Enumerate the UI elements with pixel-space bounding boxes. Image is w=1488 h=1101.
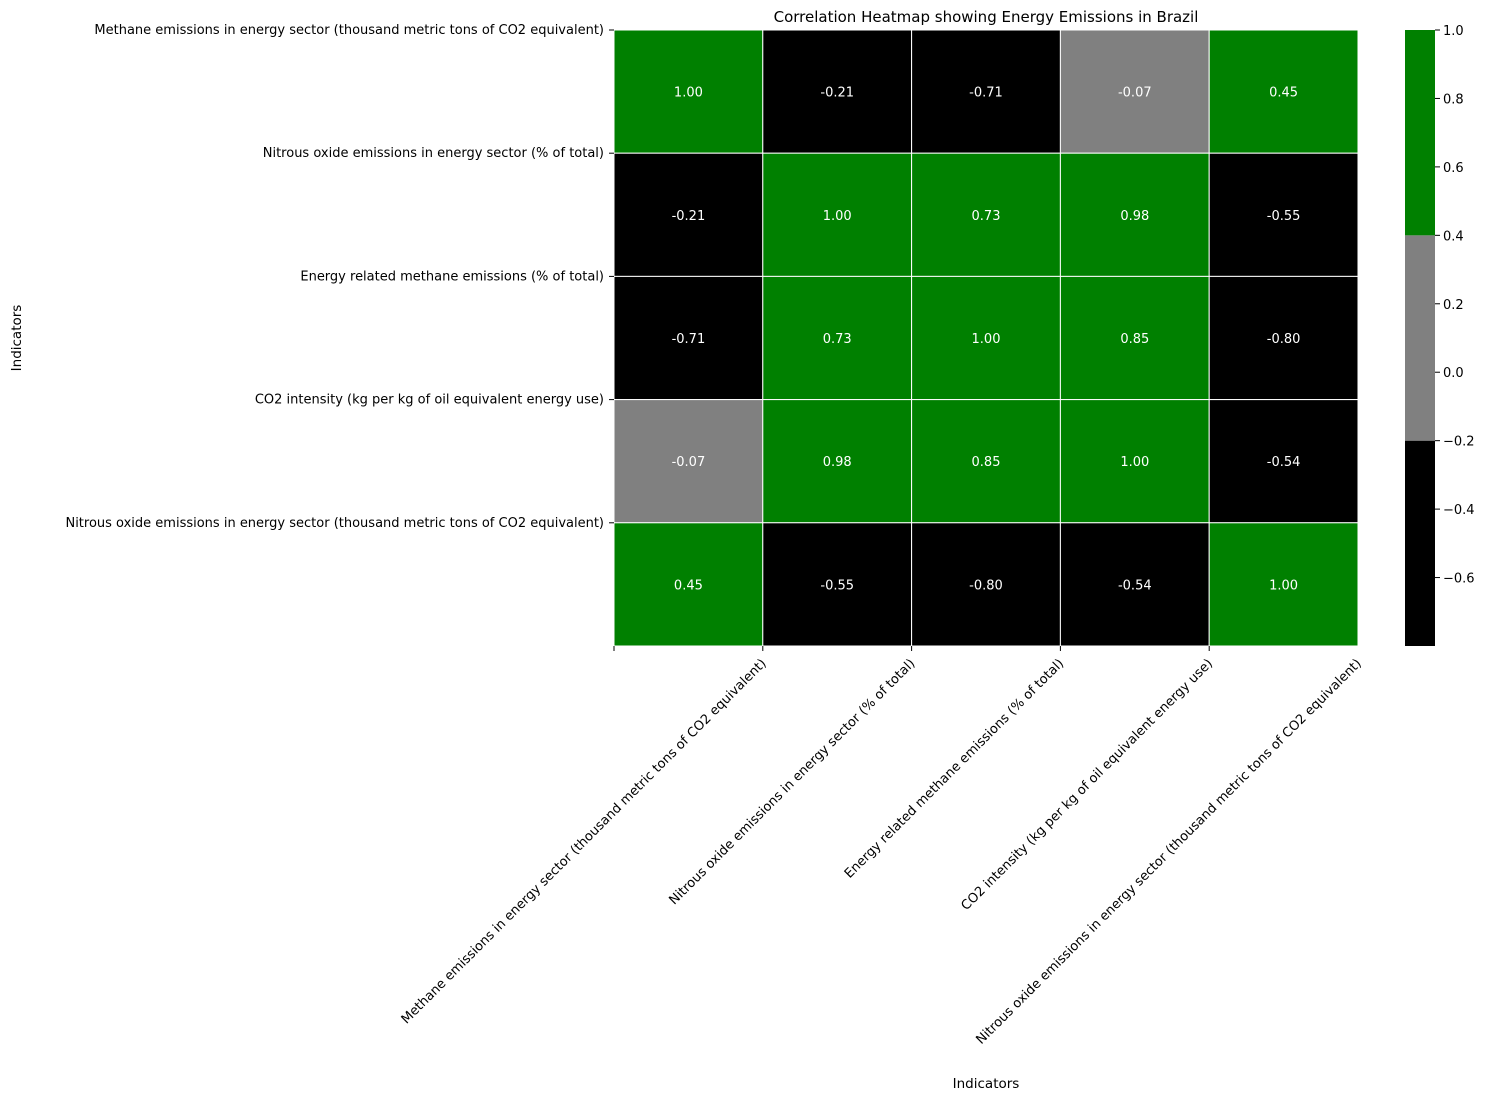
cell-value-label: 0.73 <box>823 332 852 347</box>
heatmap-cell-r3-c1 <box>762 399 913 524</box>
heatmap-cell-r3-c4 <box>1208 399 1359 524</box>
heatmap-cell-r0-c3 <box>1059 29 1210 154</box>
heatmap-cell-r0-c0 <box>613 29 764 154</box>
heatmap-cell-r4-c0 <box>613 522 764 647</box>
cell-value-label: -0.55 <box>1267 209 1301 224</box>
y-tick-label: Nitrous oxide emissions in energy sector… <box>65 516 604 531</box>
cell-value-label: -0.21 <box>672 209 706 224</box>
heatmap-cell-r4-c1 <box>762 522 913 647</box>
y-tick-label: CO2 intensity (kg per kg of oil equivale… <box>255 393 604 408</box>
cell-value-label: 0.45 <box>674 578 703 593</box>
y-axis-ticks: Methane emissions in energy sector (thou… <box>65 23 614 531</box>
colorbar-tick-label: 1.0 <box>1443 24 1464 39</box>
heatmap-cell-r4-c4 <box>1208 522 1359 647</box>
colorbar-tick-label: −0.4 <box>1443 503 1475 518</box>
colorbar-tick-label: 0.0 <box>1443 366 1464 381</box>
heatmap-cell-r3-c2 <box>911 399 1061 524</box>
cell-value-label: 0.98 <box>823 455 852 470</box>
y-tick-label: Energy related methane emissions (% of t… <box>300 269 604 284</box>
heatmap-cell-r0-c4 <box>1208 29 1359 154</box>
chart-title: Correlation Heatmap showing Energy Emiss… <box>774 8 1199 26</box>
colorbar-tick-label: 0.2 <box>1443 298 1464 313</box>
heatmap-cell-r3-c0 <box>613 399 764 524</box>
x-tick-label: Nitrous oxide emissions in energy sector… <box>667 656 919 908</box>
colorbar: 1.0 0.8 0.6 0.4 0.2 0.0 −0.2 −0.4 −0.6 <box>1405 24 1475 646</box>
cell-value-label: 0.98 <box>1120 209 1149 224</box>
cell-value-label: 0.45 <box>1269 86 1298 101</box>
heatmap-cell-r3-c3 <box>1059 399 1210 524</box>
cell-value-label: -0.07 <box>672 455 706 470</box>
cell-value-label: -0.54 <box>1118 578 1152 593</box>
cell-value-label: 0.73 <box>972 209 1001 224</box>
y-axis-label: Indicators <box>9 305 25 372</box>
cell-value-label: 0.85 <box>972 455 1001 470</box>
cell-value-label: 0.85 <box>1120 332 1149 347</box>
heatmap-cell-r1-c4 <box>1208 152 1359 277</box>
heatmap-cell-r2-c1 <box>762 275 913 401</box>
cell-value-label: 1.00 <box>972 332 1001 347</box>
heatmap-cell-r4-c2 <box>911 522 1061 647</box>
cell-value-label: -0.07 <box>1118 86 1152 101</box>
cell-value-label: 1.00 <box>674 86 703 101</box>
x-axis-label: Indicators <box>953 1076 1020 1092</box>
cell-value-label: 1.00 <box>823 209 852 224</box>
y-tick-label: Methane emissions in energy sector (thou… <box>94 23 604 38</box>
heatmap-cell-r2-c4 <box>1208 275 1359 401</box>
heatmap-cell-r0-c1 <box>762 29 913 154</box>
heatmap-cell-r2-c3 <box>1059 275 1210 401</box>
x-axis-ticks: Methane emissions in energy sector (thou… <box>399 646 1365 1048</box>
colorbar-tick-label: −0.6 <box>1443 572 1475 587</box>
cell-value-label: -0.71 <box>672 332 706 347</box>
heatmap-cell-r1-c2 <box>911 152 1061 277</box>
heatmap-cells: 1.00 -0.21 -0.71 -0.07 0.45 -0.21 1.00 0.73 0.98… <box>613 29 1359 647</box>
colorbar-segment <box>1405 440 1435 646</box>
colorbar-tick-label: 0.4 <box>1443 229 1464 244</box>
cell-value-label: -0.54 <box>1267 455 1301 470</box>
colorbar-segment <box>1405 30 1435 236</box>
heatmap-cell-r2-c2 <box>911 275 1061 401</box>
cell-value-label: -0.55 <box>820 578 854 593</box>
cell-value-label: -0.21 <box>820 86 854 101</box>
y-tick-label: Nitrous oxide emissions in energy sector… <box>263 146 604 161</box>
x-tick-label: Nitrous oxide emissions in energy sector… <box>973 656 1364 1047</box>
colorbar-tick-label: −0.2 <box>1443 435 1475 450</box>
colorbar-tick-label: 0.8 <box>1443 92 1464 107</box>
cell-value-label: 1.00 <box>1269 578 1298 593</box>
x-tick-label: CO2 intensity (kg per kg of oil equivale… <box>959 656 1216 913</box>
cell-value-label: -0.80 <box>1267 332 1301 347</box>
cell-value-label: 1.00 <box>1120 455 1149 470</box>
x-tick-label: Methane emissions in energy sector (thou… <box>399 656 770 1027</box>
cell-value-label: -0.71 <box>969 86 1003 101</box>
colorbar-tick-label: 0.6 <box>1443 161 1464 176</box>
cell-value-label: -0.80 <box>969 578 1003 593</box>
heatmap-cell-r1-c0 <box>613 152 764 277</box>
heatmap-cell-r0-c2 <box>911 29 1061 154</box>
colorbar-segment <box>1405 235 1435 441</box>
